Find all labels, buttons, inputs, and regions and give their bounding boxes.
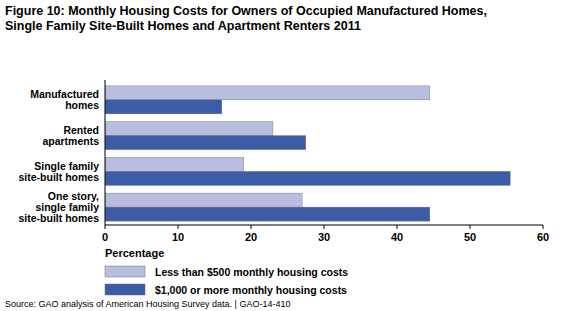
bar xyxy=(105,122,273,136)
tick-label: 30 xyxy=(318,231,330,243)
tick xyxy=(324,225,325,229)
category-label: Single familysite-built homes xyxy=(18,160,99,183)
bar xyxy=(105,157,244,171)
tick xyxy=(397,225,398,229)
tick xyxy=(105,225,106,229)
bar xyxy=(105,171,510,185)
category-label-line: apartments xyxy=(42,135,99,147)
tick xyxy=(178,225,179,229)
title: Figure 10: Monthly Housing Costs for Own… xyxy=(5,4,487,33)
category-label-line: homes xyxy=(65,99,99,111)
y-axis xyxy=(105,80,106,225)
category-label-line: site-built homes xyxy=(18,212,99,224)
tick-label: 0 xyxy=(102,231,108,243)
bar xyxy=(105,100,222,114)
bars xyxy=(105,86,510,221)
tick-label: 60 xyxy=(537,231,549,243)
legend-label: Less than $500 monthly housing costs xyxy=(155,266,348,278)
legend-label: $1,000 or more monthly housing costs xyxy=(155,284,347,296)
category-label: Manufacturedhomes xyxy=(30,88,99,111)
bar xyxy=(105,136,306,150)
tick xyxy=(251,225,252,229)
category-label: Rentedapartments xyxy=(42,124,99,147)
legend-swatch xyxy=(105,266,145,277)
title-line: Single Family Site-Built Homes and Apart… xyxy=(5,19,361,33)
source: Source: GAO analysis of American Housing… xyxy=(5,299,290,309)
tick-label: 20 xyxy=(245,231,257,243)
chart: Figure 10: Monthly Housing Costs for Own… xyxy=(0,0,575,311)
category-label: One story,single familysite-built homes xyxy=(18,190,99,224)
tick xyxy=(470,225,471,229)
bar xyxy=(105,207,430,221)
bar xyxy=(105,193,302,207)
bar xyxy=(105,86,430,100)
legend-swatch xyxy=(105,284,145,295)
tick-label: 40 xyxy=(391,231,403,243)
tick-label: 50 xyxy=(464,231,476,243)
category-label-line: site-built homes xyxy=(18,171,99,183)
tick xyxy=(543,225,544,229)
x-axis-label: Percentage xyxy=(105,247,164,259)
title-line: Figure 10: Monthly Housing Costs for Own… xyxy=(5,4,487,18)
tick-label: 10 xyxy=(172,231,184,243)
